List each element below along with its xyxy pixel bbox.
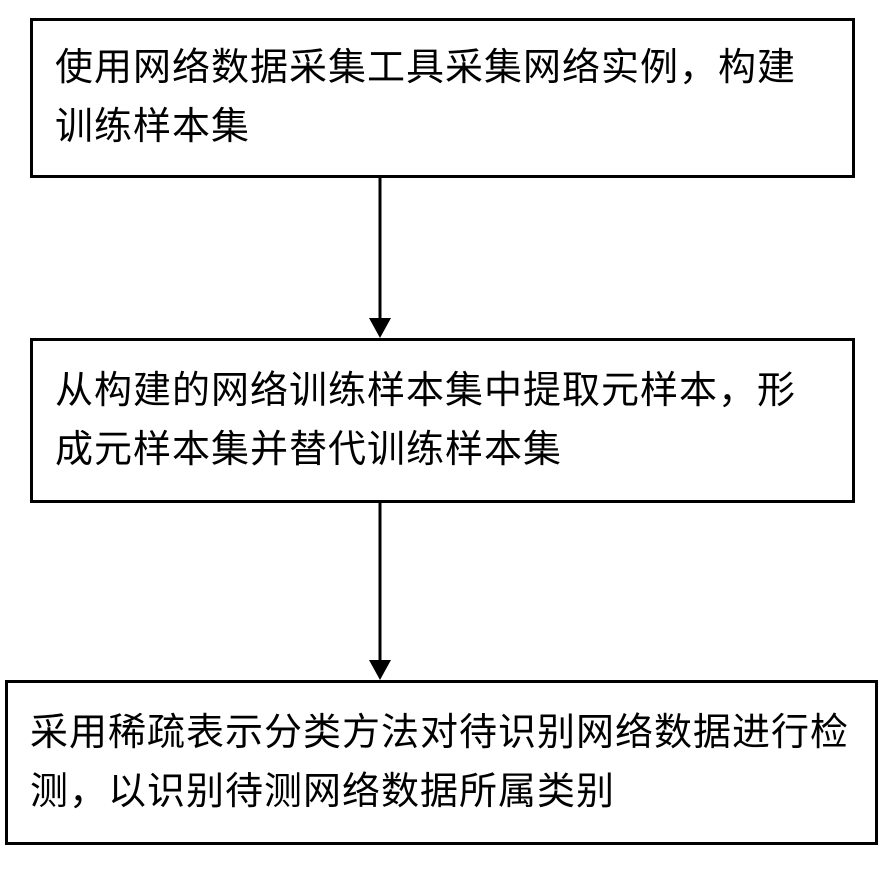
flowchart-arrow: [360, 503, 400, 680]
flowchart-canvas: 使用网络数据采集工具采集网络实例，构建训练样本集从构建的网络训练样本集中提取元样…: [0, 0, 883, 883]
flowchart-node-text: 从构建的网络训练样本集中提取元样本，形成元样本集并替代训练样本集: [55, 362, 830, 480]
flowchart-node-text: 使用网络数据采集工具采集网络实例，构建训练样本集: [55, 39, 830, 157]
flowchart-node: 使用网络数据采集工具采集网络实例，构建训练样本集: [30, 18, 855, 178]
flowchart-node: 从构建的网络训练样本集中提取元样本，形成元样本集并替代训练样本集: [30, 338, 855, 503]
flowchart-arrow: [360, 178, 400, 338]
flowchart-node: 采用稀疏表示分类方法对待识别网络数据进行检测，以识别待测网络数据所属类别: [5, 680, 878, 845]
flowchart-node-text: 采用稀疏表示分类方法对待识别网络数据进行检测，以识别待测网络数据所属类别: [30, 704, 853, 822]
